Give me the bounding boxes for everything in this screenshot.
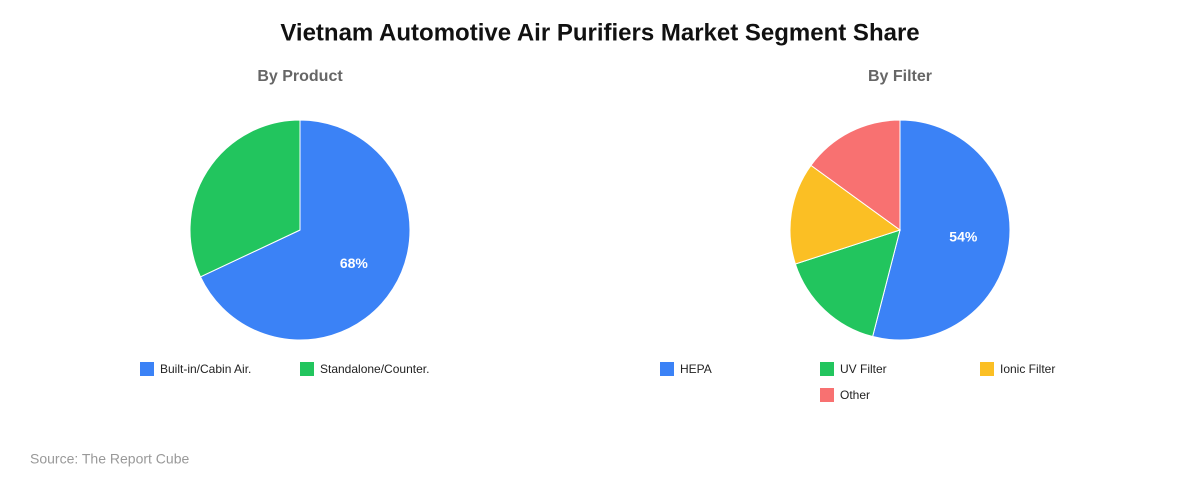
pie-slice bbox=[199, 119, 411, 341]
legend-swatch bbox=[140, 362, 154, 376]
legend-label: UV Filter bbox=[840, 362, 887, 376]
legend-label: Ionic Filter bbox=[1000, 362, 1055, 376]
legend-label: Other bbox=[840, 388, 870, 402]
page-title: Vietnam Automotive Air Purifiers Market … bbox=[280, 19, 919, 46]
data-label: 68% bbox=[340, 255, 369, 271]
legend-swatch bbox=[980, 362, 994, 376]
legend-label: HEPA bbox=[680, 362, 712, 376]
data-label: 54% bbox=[949, 229, 978, 245]
chart-subtitle: By Product bbox=[257, 68, 343, 85]
legend-swatch bbox=[820, 362, 834, 376]
pie-slice bbox=[810, 119, 901, 231]
legend-swatch bbox=[300, 362, 314, 376]
legend-label: Standalone/Counter. bbox=[320, 362, 429, 376]
pie-slice bbox=[789, 164, 902, 265]
source: Source: The Report Cube bbox=[30, 451, 189, 467]
legend-swatch bbox=[660, 362, 674, 376]
pie-slice bbox=[189, 119, 301, 278]
legend-swatch bbox=[820, 388, 834, 402]
pie-slice bbox=[872, 119, 1011, 341]
legend-label: Built-in/Cabin Air. bbox=[160, 362, 251, 376]
pie-slice bbox=[794, 229, 901, 338]
chart-subtitle: By Filter bbox=[868, 68, 932, 85]
